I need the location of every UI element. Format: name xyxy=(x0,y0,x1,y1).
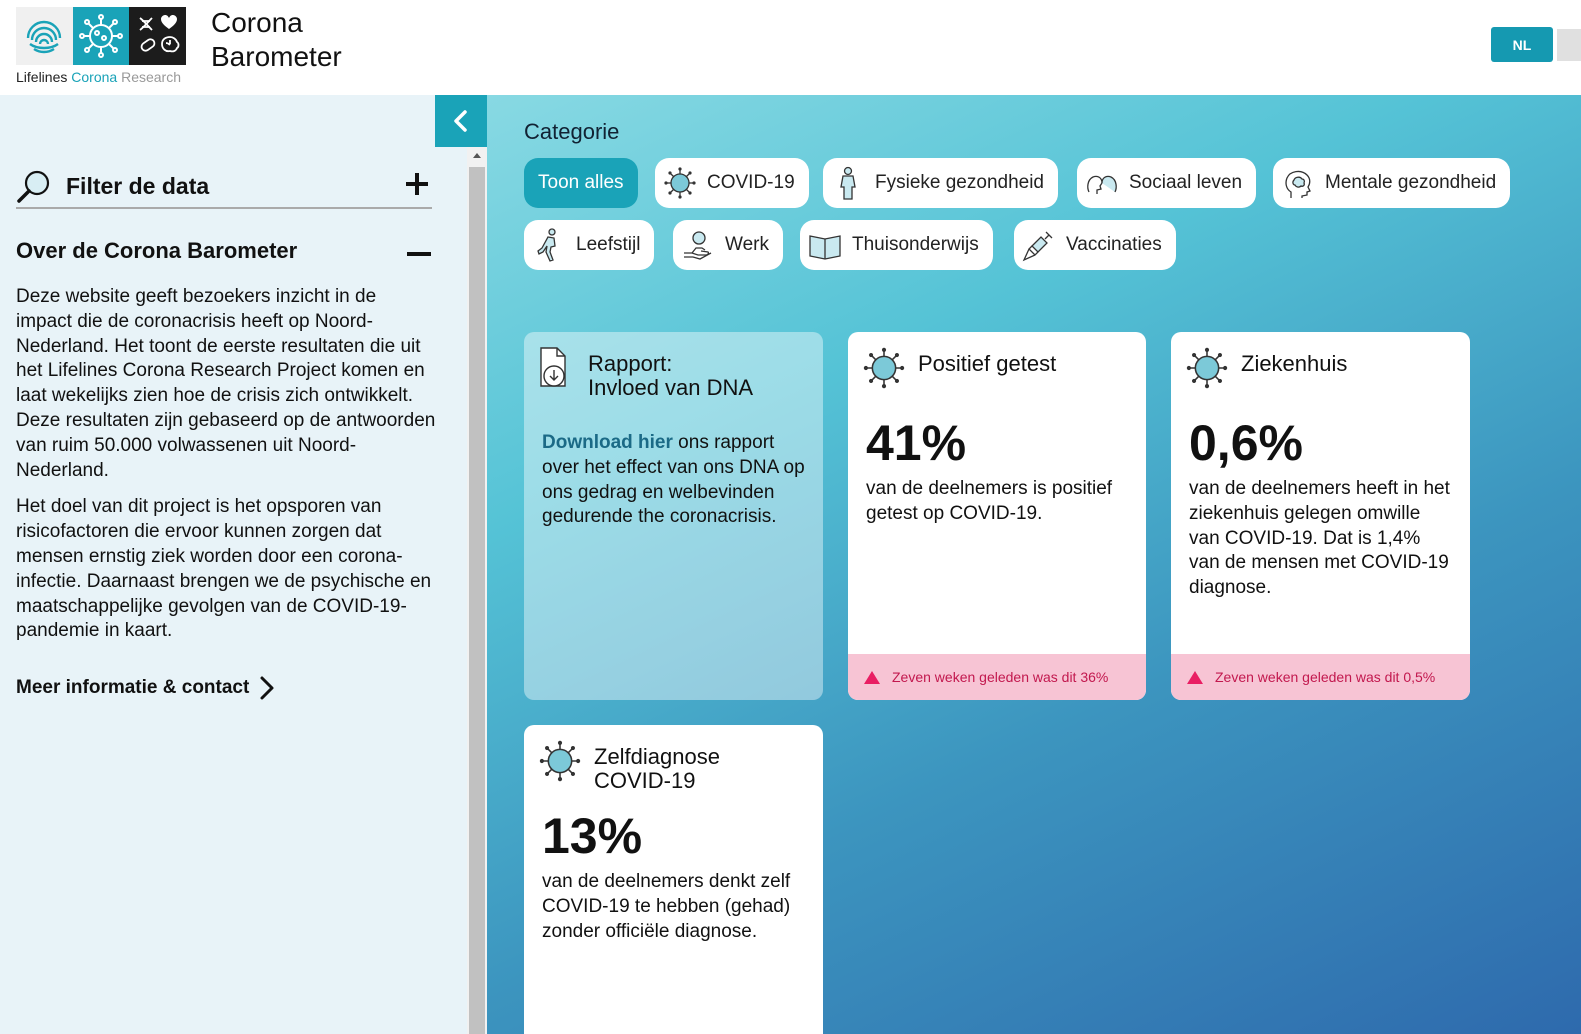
document-download-icon xyxy=(540,347,566,387)
chip-label: Sociaal leven xyxy=(1129,172,1243,193)
virus-icon xyxy=(663,166,697,200)
syringe-icon xyxy=(1022,228,1056,262)
stat-description: van de deelnemers heeft in het ziekenhui… xyxy=(1189,478,1450,599)
stat-description: van de deelnemers is positief getest op … xyxy=(866,478,1113,524)
main-content: Categorie Toon alles COVID-19 Fysieke ge… xyxy=(487,95,1581,1034)
sidebar: Filter de data Over de Corona Barometer … xyxy=(0,95,487,1034)
chip-mental-health[interactable]: Mentale gezondheid xyxy=(1273,158,1511,208)
magnifier-icon xyxy=(17,170,50,203)
book-icon xyxy=(808,228,842,262)
about-title: Over de Corona Barometer xyxy=(16,238,298,263)
logo-word-corona: Corona xyxy=(71,69,118,85)
report-title-line1: Rapport: xyxy=(588,351,673,376)
report-title-line2: Invloed van DNA xyxy=(588,375,754,400)
lifelines-logo[interactable]: Lifelines Corona Research xyxy=(16,7,187,87)
health-icons-tile xyxy=(129,7,187,65)
virus-icon xyxy=(1185,346,1229,394)
fingerprint-icon xyxy=(16,7,73,65)
chip-physical-health[interactable]: Fysieke gezondheid xyxy=(823,158,1058,208)
chip-lifestyle[interactable]: Leefstijl xyxy=(524,220,655,270)
chip-label: Werk xyxy=(725,234,769,255)
collapse-sidebar-button[interactable] xyxy=(435,95,487,147)
card-title-line1: Zelfdiagnose xyxy=(594,744,720,769)
about-paragraph: Het doel van dit project is het opsporen… xyxy=(16,496,432,642)
chip-home-schooling[interactable]: Thuisonderwijs xyxy=(800,220,993,270)
body-icon xyxy=(831,166,865,200)
chevron-right-icon xyxy=(260,676,274,700)
chip-label: Leefstijl xyxy=(576,234,641,255)
filter-toggle[interactable]: Filter de data xyxy=(16,169,432,209)
report-text: ons rapport over het effect van ons DNA … xyxy=(542,432,805,528)
chip-label: Vaccinaties xyxy=(1066,234,1162,255)
trend-up-icon xyxy=(1187,670,1203,684)
chip-vaccinations[interactable]: Vaccinaties xyxy=(1014,220,1176,270)
language-button[interactable]: NL xyxy=(1491,27,1553,62)
sidebar-scrollbar[interactable] xyxy=(467,147,487,1034)
header: Lifelines Corona Research Corona Baromet… xyxy=(0,0,1581,95)
report-description: Download hier ons rapport over het effec… xyxy=(542,431,812,530)
card-title: Ziekenhuis xyxy=(1241,351,1348,376)
virus-icon xyxy=(862,346,906,394)
chip-label: Toon alles xyxy=(538,172,624,193)
collapse-minus-icon[interactable] xyxy=(407,252,431,256)
expand-plus-icon[interactable] xyxy=(406,173,428,195)
more-info-link[interactable]: Meer informatie & contact xyxy=(16,675,275,701)
logo-word-lifelines: Lifelines xyxy=(16,69,68,85)
trend-text: Zeven weken geleden was dit 36% xyxy=(892,669,1109,685)
hand-coin-icon xyxy=(681,228,715,262)
virus-icon xyxy=(538,739,582,793)
virus-logo-icon xyxy=(72,7,130,65)
logo-word-research: Research xyxy=(121,69,181,85)
chip-label: Mentale gezondheid xyxy=(1325,172,1497,193)
app-title: Corona Barometer xyxy=(211,7,342,72)
stat-card-hospital: Ziekenhuis 0,6% van de deelnemers heeft … xyxy=(1171,332,1470,700)
trend-footer: Zeven weken geleden was dit 0,5% xyxy=(1171,654,1470,700)
stat-card-positive: Positief getest 41% van de deelnemers is… xyxy=(848,332,1146,700)
faces-icon xyxy=(1085,166,1119,200)
download-link[interactable]: Download hier xyxy=(542,432,673,453)
stat-value: 0,6% xyxy=(1189,415,1303,471)
stat-description: van de deelnemers denkt zelf COVID-19 te… xyxy=(542,871,791,942)
more-info-label: Meer informatie & contact xyxy=(16,677,250,698)
brain-head-icon xyxy=(1281,166,1315,200)
scroll-up-arrow-icon[interactable] xyxy=(473,153,481,158)
chip-covid19[interactable]: COVID-19 xyxy=(655,158,809,208)
scrollbar-edge xyxy=(1557,29,1581,61)
chip-social-life[interactable]: Sociaal leven xyxy=(1077,158,1257,208)
card-title-line2: COVID-19 xyxy=(594,768,696,793)
scrollbar-thumb[interactable] xyxy=(469,167,485,1034)
chip-work[interactable]: Werk xyxy=(673,220,783,270)
runner-icon xyxy=(532,228,566,262)
chevron-left-icon xyxy=(454,110,467,132)
stat-card-selfdiagnosis: Zelfdiagnose COVID-19 13% van de deelnem… xyxy=(524,725,823,1034)
chip-label: COVID-19 xyxy=(707,172,795,193)
category-label: Categorie xyxy=(524,119,620,144)
filter-label: Filter de data xyxy=(66,173,210,199)
trend-footer: Zeven weken geleden was dit 36% xyxy=(848,654,1146,700)
chip-label: Thuisonderwijs xyxy=(852,234,979,255)
about-text: Deze website geeft bezoekers inzicht in … xyxy=(16,285,436,656)
chip-show-all[interactable]: Toon alles xyxy=(524,158,638,208)
stat-value: 13% xyxy=(542,808,643,864)
stat-value: 41% xyxy=(866,415,967,471)
card-title: Positief getest xyxy=(918,351,1057,376)
trend-up-icon xyxy=(864,670,880,684)
about-paragraph: Deze website geeft bezoekers inzicht in … xyxy=(16,286,436,481)
chip-label: Fysieke gezondheid xyxy=(875,172,1044,193)
trend-text: Zeven weken geleden was dit 0,5% xyxy=(1215,669,1436,685)
report-card[interactable]: Rapport: Invloed van DNA Download hier o… xyxy=(524,332,823,700)
